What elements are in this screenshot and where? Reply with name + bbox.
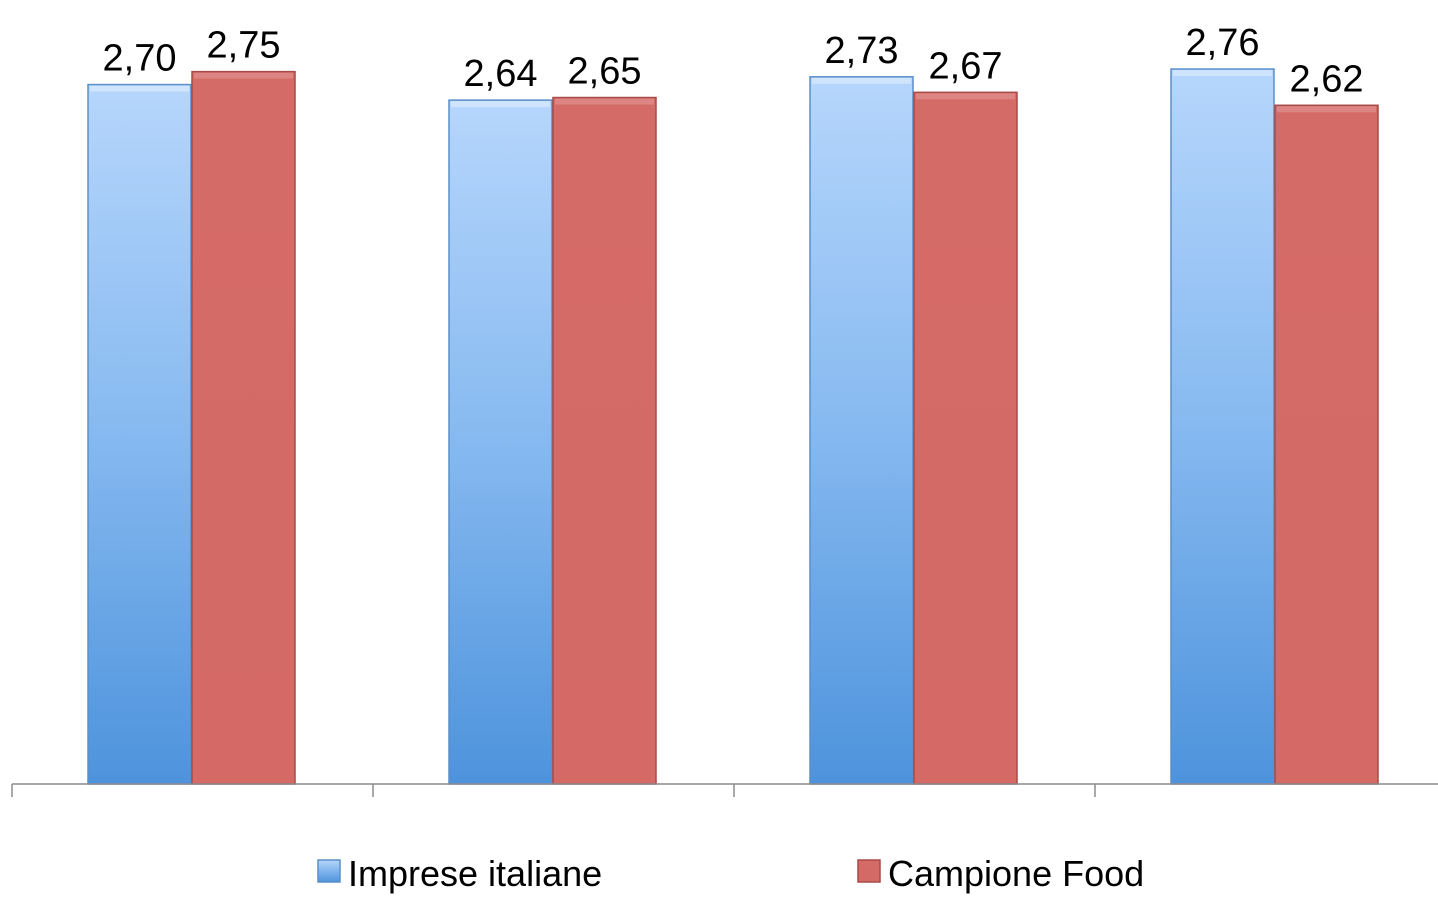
bar-imprese-italiane-4 — [1170, 68, 1275, 785]
bar-highlight-campione-food-2 — [555, 98, 654, 105]
data-label-imprese-italiane-3: 2,73 — [825, 30, 899, 72]
bar-campione-food-1 — [191, 70, 296, 785]
legend-label-campione-food: Campione Food — [888, 853, 1144, 894]
legend-swatch-imprese-italiane — [317, 859, 341, 883]
bar-highlight-imprese-italiane-4 — [1173, 70, 1272, 77]
data-label-campione-food-2: 2,65 — [568, 51, 642, 93]
legend: Imprese italiane Campione Food — [317, 853, 1144, 894]
bar-highlight-campione-food-1 — [194, 72, 293, 79]
data-label-campione-food-3: 2,67 — [929, 45, 1003, 87]
bar-highlight-imprese-italiane-2 — [451, 101, 550, 108]
bar-highlight-imprese-italiane-3 — [812, 77, 911, 84]
data-labels-layer: 2,70 2,75 2,64 2,65 2,73 2,67 2,76 2,62 — [103, 22, 1364, 100]
bar-imprese-italiane-3 — [809, 76, 914, 785]
bar-highlight-campione-food-3 — [916, 93, 1015, 100]
data-label-campione-food-1: 2,75 — [207, 25, 281, 67]
bar-imprese-italiane-2 — [448, 99, 553, 785]
bars-layer — [87, 68, 1379, 785]
data-label-imprese-italiane-1: 2,70 — [103, 38, 177, 80]
bar-imprese-italiane-1 — [87, 83, 192, 785]
bar-campione-food-4 — [1274, 104, 1379, 785]
legend-swatch-campione-food — [857, 859, 881, 883]
bar-campione-food-3 — [913, 91, 1018, 785]
data-label-imprese-italiane-2: 2,64 — [464, 53, 538, 95]
x-axis — [11, 783, 1438, 797]
legend-label-imprese-italiane: Imprese italiane — [348, 853, 602, 894]
data-label-imprese-italiane-4: 2,76 — [1186, 22, 1260, 64]
bar-highlight-campione-food-4 — [1277, 106, 1376, 113]
bar-campione-food-2 — [552, 96, 657, 785]
bar-highlight-imprese-italiane-1 — [90, 85, 189, 92]
data-label-campione-food-4: 2,62 — [1290, 58, 1364, 100]
